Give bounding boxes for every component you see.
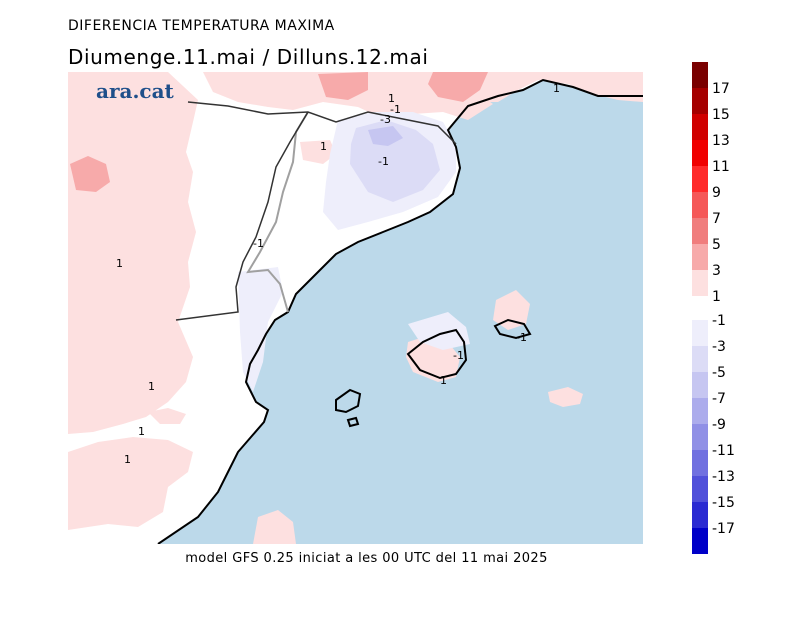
cold-region-balearic (408, 312, 470, 350)
warm-region-border (300, 140, 336, 164)
legend-label: 13 (712, 133, 730, 149)
legend-swatch (692, 192, 708, 218)
contour-label: 1 (138, 425, 145, 438)
coastline-mainland (157, 78, 643, 544)
contour-label: -1 (378, 155, 389, 168)
legend-swatch (692, 218, 708, 244)
cold-region-inner (368, 126, 403, 146)
legend-label: -15 (712, 495, 735, 511)
legend-warm-group: 17 15 13 11 9 7 5 3 1 (692, 62, 730, 305)
legend-label: 7 (712, 211, 721, 227)
map-subtitle: Diumenge.11.mai / Dilluns.12.mai (68, 45, 429, 69)
legend-label: -5 (712, 365, 726, 381)
legend-swatch (692, 424, 708, 450)
legend-swatch (692, 140, 708, 166)
legend-label: -1 (712, 313, 726, 329)
legend-cold-group: -1 -3 -5 -7 -9 -11 -13 -15 -17 (692, 313, 735, 554)
warm-region-southwest (68, 437, 193, 530)
border-line (246, 111, 309, 313)
legend-label: -11 (712, 443, 735, 459)
legend-label: 9 (712, 185, 721, 201)
warm-region-menorca (493, 290, 530, 330)
warm-region-northeast-mid (428, 72, 488, 102)
contour-label: 1 (124, 453, 131, 466)
legend-swatch (692, 166, 708, 192)
legend-swatch (692, 270, 708, 296)
legend-swatch (692, 320, 708, 346)
legend-label: 1 (712, 289, 721, 305)
contour-label: 1 (320, 140, 327, 153)
contour-label: 1 (116, 257, 123, 270)
contour-label: -1 (453, 349, 464, 362)
legend-label: 3 (712, 263, 721, 279)
contour-label: -1 (390, 103, 401, 116)
legend-label: 11 (712, 159, 730, 175)
island-mallorca (406, 328, 468, 380)
island-ibiza (335, 388, 362, 414)
legend-label: -9 (712, 417, 726, 433)
legend-swatch (692, 398, 708, 424)
border-line-west (175, 111, 309, 321)
warm-region-sardinia (148, 408, 186, 424)
legend-swatch (692, 502, 708, 528)
border-line-north (187, 101, 457, 145)
legend-swatch (692, 114, 708, 140)
legend-label: -17 (712, 521, 735, 537)
contour-label: -3 (380, 113, 391, 126)
legend-label: -7 (712, 391, 726, 407)
contour-label: 1 (388, 92, 395, 105)
model-info-footer: model GFS 0.25 iniciat a les 00 UTC del … (185, 551, 548, 566)
legend-swatch (692, 346, 708, 372)
island-formentera (346, 416, 360, 428)
legend-swatch (692, 372, 708, 398)
legend-label: -3 (712, 339, 726, 355)
contour-label: -1 (516, 331, 527, 344)
legend-label: 17 (712, 81, 730, 97)
legend-swatch (692, 476, 708, 502)
legend-swatch (692, 244, 708, 270)
contour-label: 1 (148, 380, 155, 393)
ara-cat-logo: ara.cat (96, 79, 174, 103)
warm-region-algeria (253, 510, 296, 544)
legend-label: 5 (712, 237, 721, 253)
color-legend: 17 15 13 11 9 7 5 3 1 -1 -3 -5 -7 -9 -11 -13 -15 -17 (692, 62, 735, 554)
cold-region-coast (238, 267, 283, 392)
map-title: DIFERENCIA TEMPERATURA MAXIMA (68, 18, 335, 34)
warm-region-northeast (448, 72, 643, 102)
legend-swatch (692, 528, 708, 554)
warm-region-west (68, 72, 198, 434)
legend-label: 15 (712, 107, 730, 123)
legend-swatch (692, 450, 708, 476)
warm-region-sea-south (548, 387, 583, 407)
contour-label: 1 (553, 82, 560, 95)
contour-label: 1 (440, 374, 447, 387)
island-menorca (493, 318, 532, 340)
legend-swatch (692, 88, 708, 114)
warm-region-lyon (70, 156, 110, 192)
legend-swatch (692, 62, 708, 88)
land-mainland (68, 72, 643, 544)
contour-label: -1 (253, 237, 264, 250)
warm-region-north-mid (318, 72, 368, 100)
legend-label: -13 (712, 469, 735, 485)
